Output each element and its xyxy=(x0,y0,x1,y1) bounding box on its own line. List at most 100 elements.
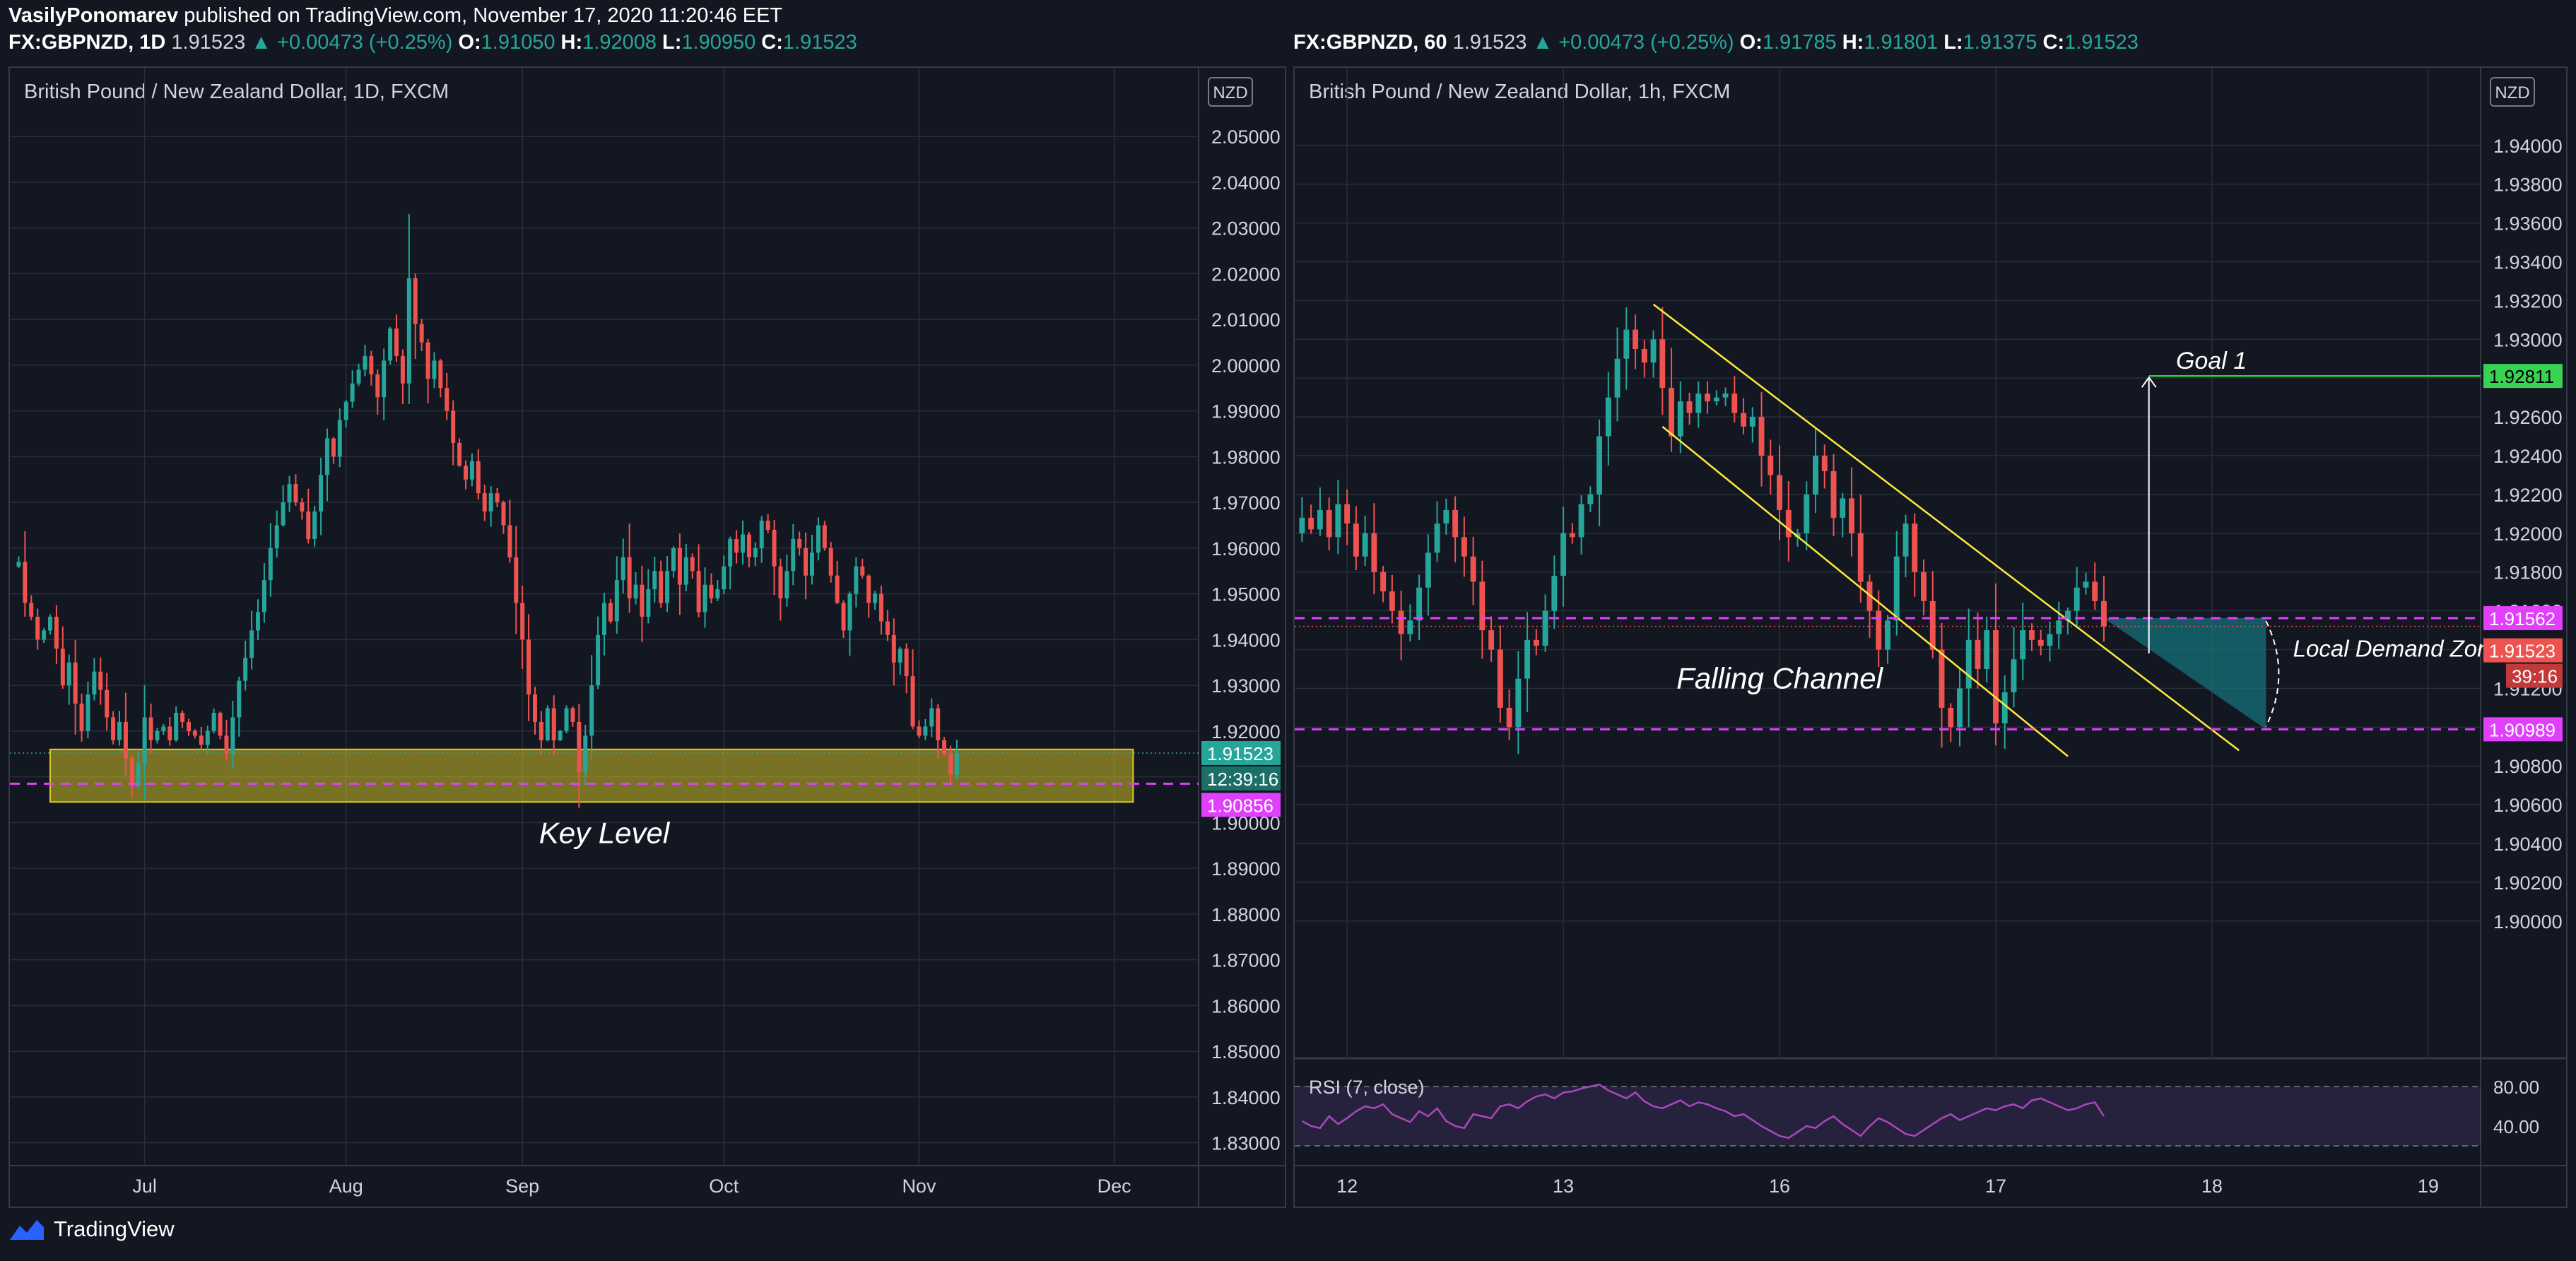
candle-body xyxy=(1596,436,1603,495)
candle-body xyxy=(1686,401,1693,413)
candle-body xyxy=(2001,692,2008,723)
chart-panel-hourly[interactable]: British Pound / New Zealand Dollar, 1h, … xyxy=(1293,66,2568,1208)
candle-body xyxy=(476,461,481,494)
candle-body xyxy=(445,388,449,411)
price-tick-label: 1.83000 xyxy=(1211,1133,1281,1154)
candle-body xyxy=(583,735,588,773)
candle-body xyxy=(457,442,462,466)
rsi-tick-label: 40.00 xyxy=(2493,1116,2539,1137)
candle-body xyxy=(1849,498,1854,533)
candle-body xyxy=(854,566,859,594)
price-tick-label: 1.84000 xyxy=(1211,1087,1281,1108)
chart-svg-hourly[interactable]: 1.94000 1.93800 1.93600 1.93400 1.93200 1.930… xyxy=(1295,68,2566,1207)
candle-body xyxy=(42,630,47,640)
rsi-title: RSI (7, close) xyxy=(1309,1077,1425,1098)
candle-body xyxy=(350,383,355,402)
candle-body xyxy=(942,740,947,754)
candle-body xyxy=(608,603,613,622)
candle-body xyxy=(400,355,405,384)
candle-body xyxy=(539,721,543,740)
price-tick-label: 1.95000 xyxy=(1211,584,1281,605)
candle-body xyxy=(319,475,324,512)
last-price-left: 1.91523 xyxy=(171,31,246,54)
candle-body xyxy=(167,726,172,740)
candle-body xyxy=(438,360,443,389)
symbol-left[interactable]: FX:GBPNZD, 1D xyxy=(8,31,166,54)
chart-title-hourly: British Pound / New Zealand Dollar, 1h, … xyxy=(1309,81,1731,103)
candle-body xyxy=(545,708,550,740)
candle-body xyxy=(1830,470,1837,518)
symbol-right[interactable]: FX:GBPNZD, 60 xyxy=(1293,31,1447,54)
candle-body xyxy=(1452,509,1459,538)
price-tick-label: 1.93400 xyxy=(2493,252,2563,273)
candle-body xyxy=(86,694,90,731)
candle-body xyxy=(1326,509,1332,538)
candle-body xyxy=(501,502,506,526)
candle-body xyxy=(469,461,474,480)
candle-body xyxy=(406,278,411,384)
chart-panel-daily[interactable]: British Pound / New Zealand Dollar, 1D, … xyxy=(8,66,1286,1208)
candle-body xyxy=(148,717,153,740)
candle-body xyxy=(199,735,204,745)
candle-body xyxy=(671,547,676,572)
last-price-label: 1.91523 xyxy=(1207,743,1274,764)
candle-body xyxy=(237,680,242,718)
candle-body xyxy=(224,735,229,754)
price-tick-label: 1.90000 xyxy=(2493,911,2563,933)
candle-body xyxy=(1614,358,1621,398)
candle-body xyxy=(343,401,348,420)
time-tick-label: 19 xyxy=(2418,1176,2439,1197)
candle-body xyxy=(1777,475,1782,510)
candle-body xyxy=(728,538,733,567)
candle-body xyxy=(1840,498,1846,518)
candle-body xyxy=(948,754,953,775)
candle-body xyxy=(1470,556,1476,582)
candle-body xyxy=(1731,393,1738,413)
candle-body xyxy=(954,752,959,775)
candle-body xyxy=(1641,349,1647,363)
candle-body xyxy=(633,584,638,599)
candle-body xyxy=(1713,397,1719,402)
candle-body xyxy=(835,575,840,603)
candle-body xyxy=(35,617,40,640)
time-tick-label: 12 xyxy=(1336,1176,1358,1197)
candle-body xyxy=(1542,610,1548,646)
candle-body xyxy=(507,525,512,557)
footer-brand[interactable]: TradingView xyxy=(8,1216,175,1242)
price-tick-label: 2.00000 xyxy=(1211,355,1281,377)
candle-body xyxy=(696,571,701,612)
candle-body xyxy=(665,571,670,603)
candle-body xyxy=(2074,587,2080,611)
chart-svg-daily[interactable]: 2.05000 2.04000 2.03000 2.02000 2.01000 2.000… xyxy=(10,68,1285,1207)
candle-body xyxy=(1785,509,1792,538)
candle-body xyxy=(1857,533,1864,582)
candle-body xyxy=(230,717,235,754)
candle-body xyxy=(1813,456,1818,495)
price-tick-label: 1.92200 xyxy=(2493,485,2563,506)
price-tick-label: 1.98000 xyxy=(1211,446,1281,468)
candle-body xyxy=(1695,393,1702,413)
candle-body xyxy=(1993,630,1999,723)
price-tick-label: 1.90200 xyxy=(2493,872,2563,894)
candle-body xyxy=(2029,630,2035,640)
candle-body xyxy=(866,575,871,603)
candle-body xyxy=(1885,620,1890,650)
candle-body xyxy=(2056,620,2062,634)
candle-body xyxy=(533,694,537,722)
change-right: ▲ +0.00473 (+0.25%) xyxy=(1532,31,1734,54)
candle-body xyxy=(363,355,367,370)
candle-body xyxy=(287,484,292,503)
candle-body xyxy=(746,534,751,557)
candle-body xyxy=(715,589,720,599)
candle-body xyxy=(1948,707,1954,728)
publisher-name[interactable]: VasilyPonomarev xyxy=(8,4,179,27)
candle-body xyxy=(356,369,361,384)
price-tick-label: 1.94000 xyxy=(2493,136,2563,157)
candle-body xyxy=(29,603,34,617)
zone-bottom-price-label-bg xyxy=(2483,717,2563,742)
candle-body xyxy=(129,758,134,786)
candle-body xyxy=(325,438,329,475)
price-tick-label: 1.93000 xyxy=(2493,329,2563,350)
candle-body xyxy=(92,671,97,695)
low-right: 1.91375 xyxy=(1963,31,2037,54)
